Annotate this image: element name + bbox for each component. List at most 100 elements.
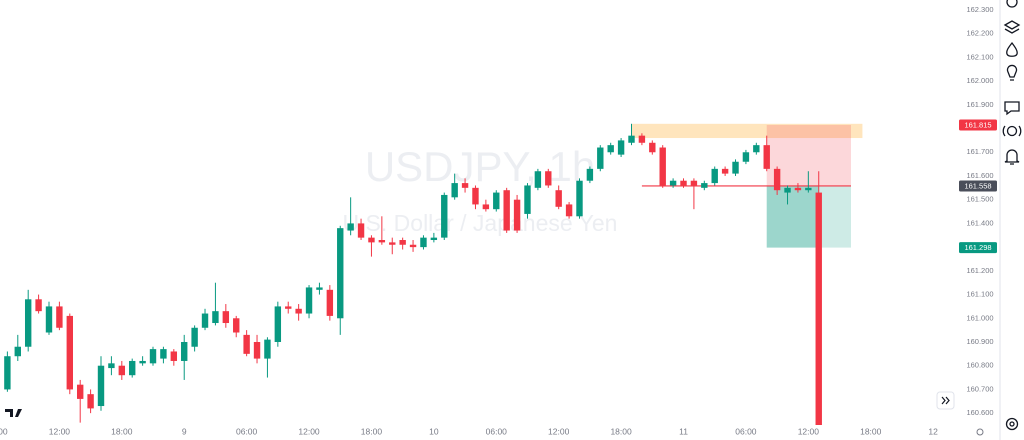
- candle-body: [617, 140, 625, 155]
- stop-zone: [766, 124, 851, 186]
- candle-body: [389, 242, 396, 245]
- candle-body: [482, 204, 490, 210]
- candle-body: [274, 306, 282, 342]
- candle-body: [628, 135, 635, 143]
- notifications-icon[interactable]: [1004, 149, 1020, 165]
- candle-body: [441, 194, 448, 238]
- x-tick-label: 12:00: [798, 426, 820, 436]
- candle-body: [295, 308, 302, 314]
- candle-body: [721, 168, 729, 174]
- candle-body: [805, 187, 812, 191]
- candle-body: [420, 237, 427, 248]
- y-tick-label: 160.900: [966, 337, 993, 346]
- x-tick-label: 06:00: [735, 426, 757, 436]
- x-tick-label: 18:00: [610, 426, 632, 436]
- settings-icon[interactable]: [976, 428, 984, 436]
- candle-body: [659, 147, 666, 186]
- candle-body: [597, 147, 604, 169]
- y-tick-label: 161.900: [966, 100, 993, 109]
- candle-body: [493, 192, 500, 210]
- x-tick-label: 06:00: [486, 426, 508, 436]
- candle-body: [763, 145, 770, 169]
- x-tick-label: 06:00: [0, 426, 8, 436]
- x-tick-label: 10: [429, 426, 439, 436]
- candle-body: [357, 223, 365, 238]
- x-tick-label: 12:00: [548, 426, 570, 436]
- candle-body: [337, 228, 344, 319]
- candle-body: [233, 318, 240, 333]
- candle-body: [139, 360, 146, 364]
- candle-body: [56, 306, 63, 328]
- ideas-icon[interactable]: [1006, 64, 1018, 81]
- help-icon-inner: [1009, 421, 1015, 427]
- candle-body: [513, 199, 521, 231]
- candle-body: [472, 187, 479, 205]
- candle-body: [586, 168, 594, 181]
- watermark: USDJPY, 1h U.S. Dollar / Japanese Yen: [343, 143, 618, 236]
- candle-body: [191, 327, 198, 347]
- candle-body: [524, 185, 531, 214]
- x-tick-label: 12:00: [49, 426, 71, 436]
- y-tick-label: 160.700: [966, 384, 993, 393]
- candle-body: [534, 171, 542, 188]
- candle-body: [638, 135, 646, 143]
- candle-body: [149, 349, 157, 364]
- axes: 162.300 162.200 162.100 162.000 161.900 161.7…: [0, 5, 997, 436]
- hotlist-icon[interactable]: [1006, 41, 1018, 57]
- price-label: 161.815: [964, 120, 991, 129]
- y-tick-label: 161.100: [966, 290, 993, 299]
- candle-body: [773, 168, 781, 191]
- candle-body: [347, 223, 354, 231]
- candle-body: [97, 365, 105, 407]
- x-tick-label: 18:00: [361, 426, 383, 436]
- candle-body: [430, 237, 438, 241]
- candle-body: [326, 289, 334, 316]
- candle-body: [784, 187, 791, 193]
- candle-body: [253, 341, 261, 359]
- layers-icon[interactable]: [1003, 20, 1021, 34]
- y-tick-label: 160.800: [966, 361, 993, 370]
- candle-body: [129, 360, 136, 376]
- help-icon[interactable]: [1005, 417, 1019, 431]
- candle-body: [243, 334, 250, 354]
- candle-body: [87, 394, 94, 409]
- candle-body: [701, 183, 708, 188]
- y-tick-label: 162.200: [966, 29, 993, 38]
- plot-area: [4, 123, 863, 425]
- candle-body: [576, 180, 583, 217]
- candle-body: [24, 299, 32, 347]
- broadcast-icon: [1002, 125, 1022, 137]
- alerts-icon[interactable]: [1006, 125, 1018, 137]
- y-tick-label: 161.600: [966, 171, 993, 180]
- candle-body: [742, 152, 750, 162]
- candle-body: [690, 180, 698, 186]
- y-tick-label: 161.500: [966, 195, 993, 204]
- candle-body: [316, 287, 323, 290]
- candle-body: [451, 183, 458, 198]
- candle-body: [14, 346, 21, 357]
- chat-icon[interactable]: [1004, 101, 1020, 116]
- target-progress: [766, 185, 819, 248]
- candle-body: [669, 180, 677, 186]
- candle-body: [680, 180, 687, 186]
- price-label: 161.298: [964, 243, 991, 252]
- y-tick-label: 162.100: [966, 52, 993, 61]
- toolbar-icon[interactable]: [1006, 0, 1018, 8]
- x-tick-label: 06:00: [236, 426, 258, 436]
- y-tick-label: 161.400: [966, 218, 993, 227]
- candle-body: [815, 192, 822, 425]
- y-tick-label: 161.000: [966, 313, 993, 322]
- y-tick-label: 162.000: [966, 76, 993, 85]
- y-tick-label: 160.600: [966, 408, 993, 417]
- y-tick-label: 161.700: [966, 147, 993, 156]
- candle-body: [35, 299, 42, 312]
- logo[interactable]: [5, 409, 22, 417]
- candle-body: [285, 306, 292, 309]
- candle-body: [399, 240, 406, 245]
- candle-body: [649, 142, 656, 153]
- candle-body: [66, 315, 73, 390]
- candle-body: [409, 244, 417, 248]
- candle-body: [212, 311, 219, 324]
- candle-body: [264, 339, 271, 359]
